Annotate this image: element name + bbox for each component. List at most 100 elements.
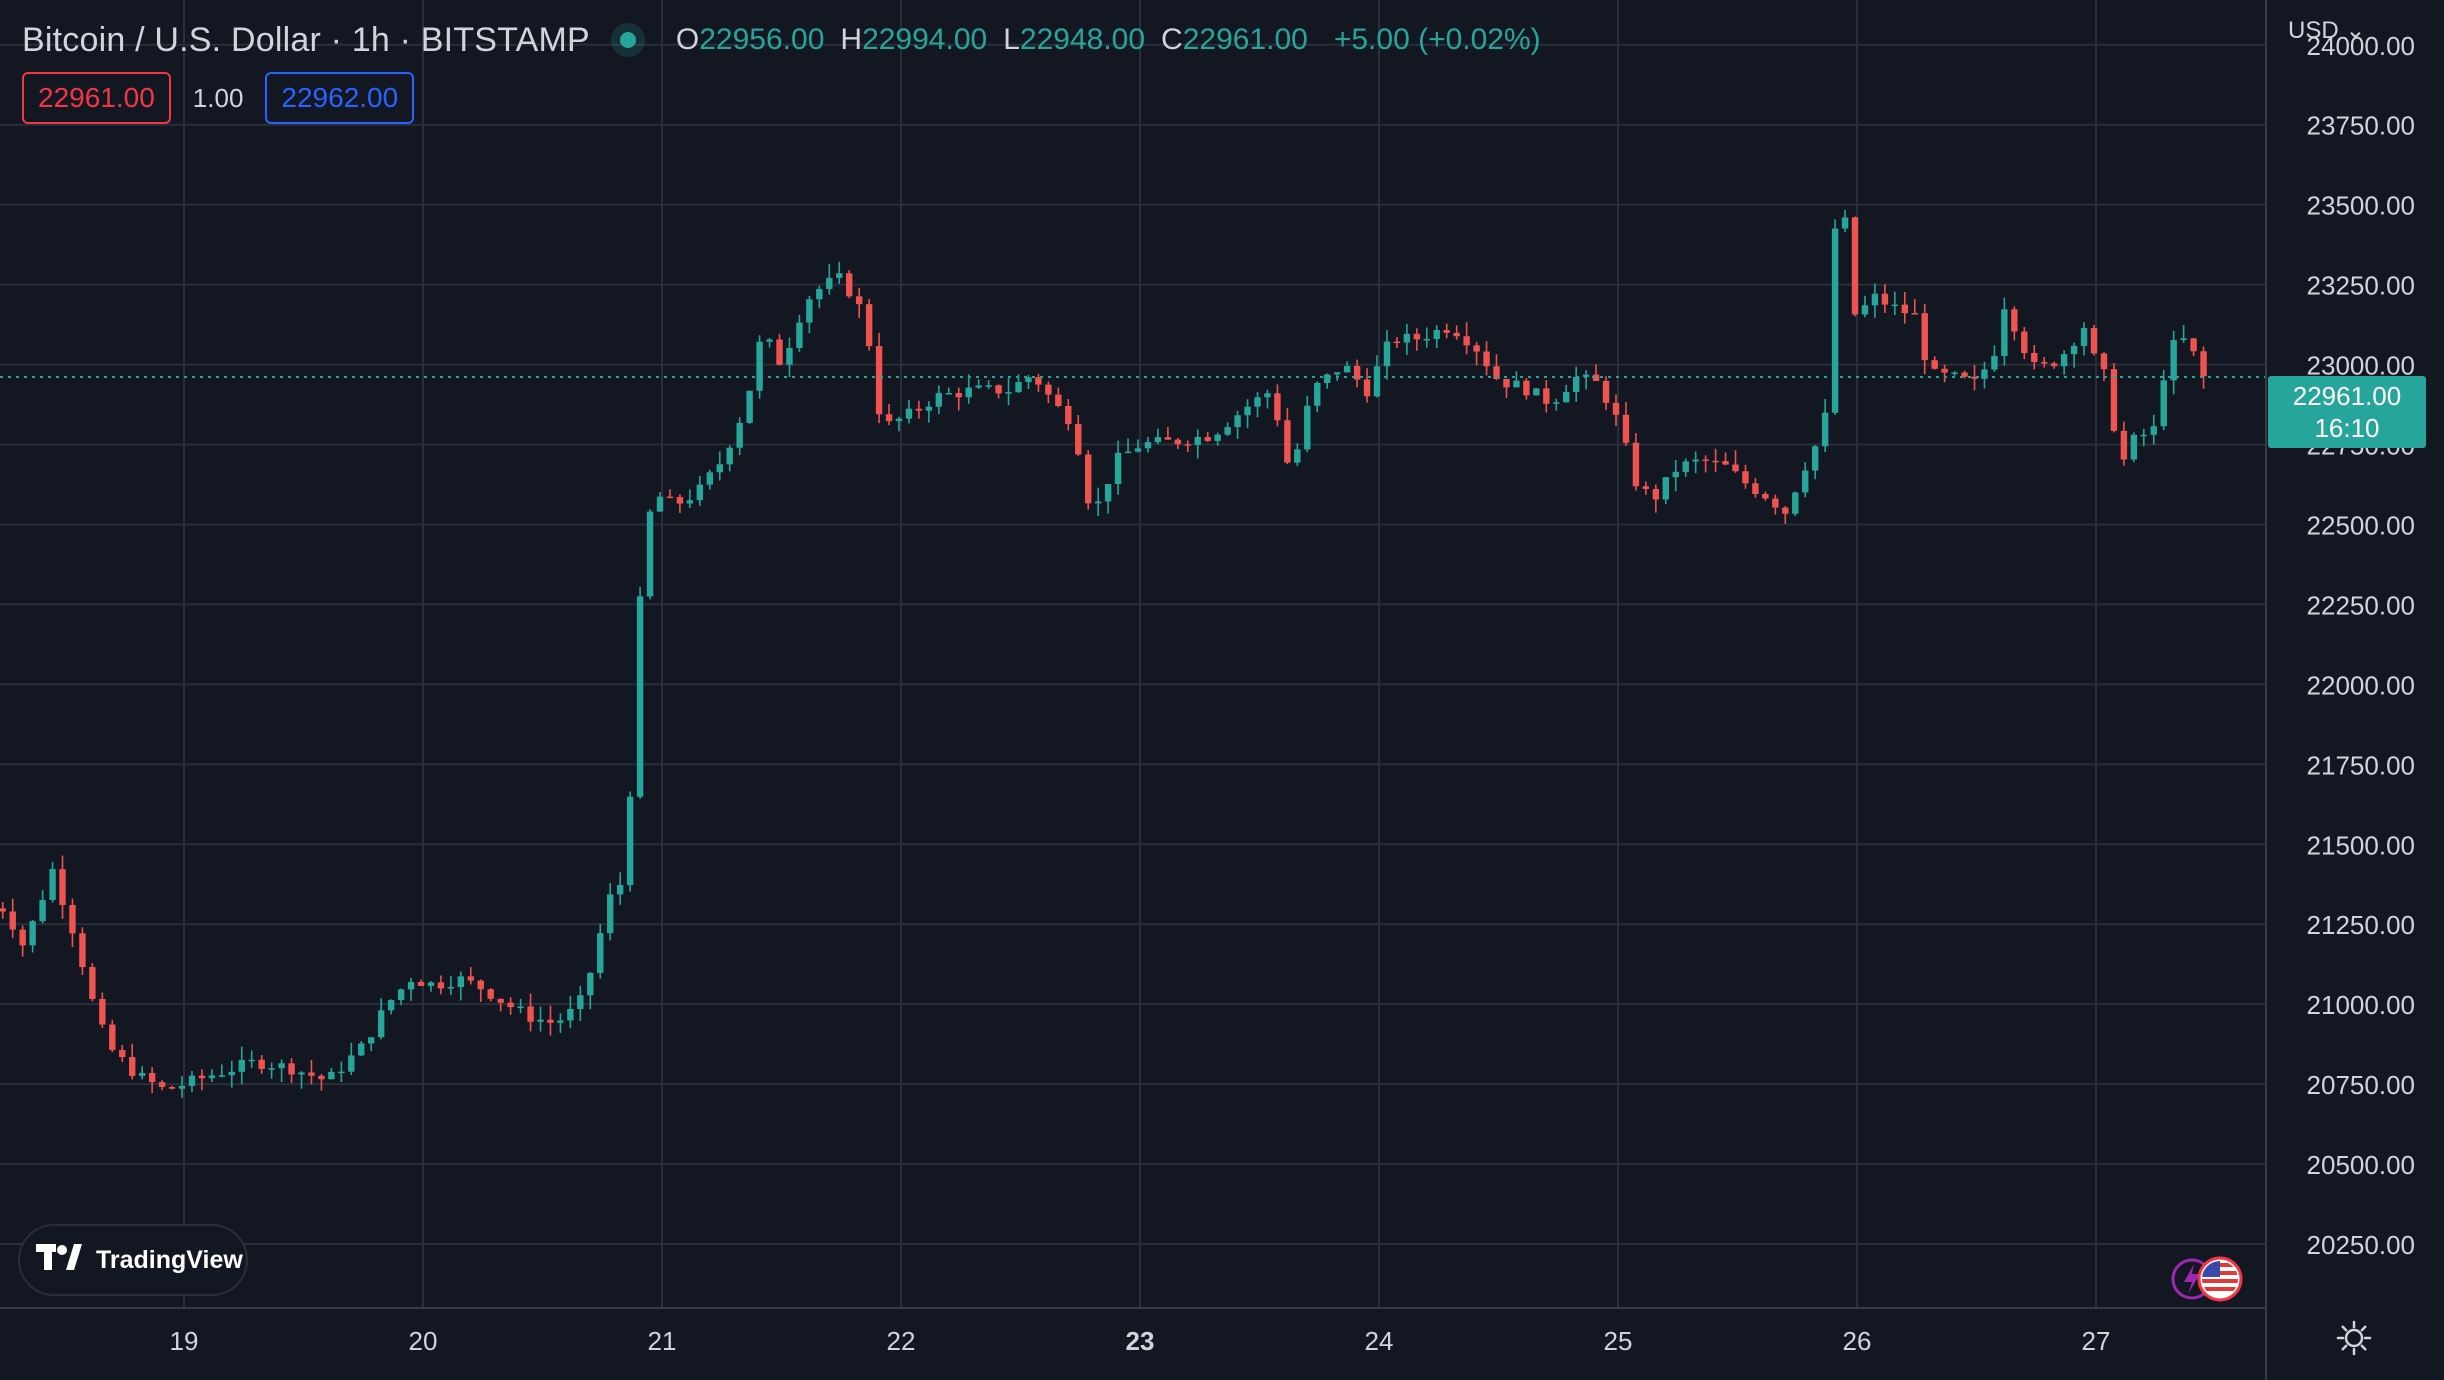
- candle-body: [1403, 333, 1411, 343]
- market-status-icon[interactable]: [619, 32, 636, 48]
- candle-body: [1901, 304, 1908, 314]
- candle-body: [2170, 340, 2177, 381]
- candle-body: [1533, 388, 1540, 396]
- candle-body: [2080, 328, 2088, 346]
- price-tick-label: 20500.00: [2307, 1150, 2415, 1180]
- candle-body: [1314, 382, 1321, 406]
- candle-body: [1184, 444, 1191, 446]
- candle-body: [1214, 434, 1221, 441]
- candle-body: [1941, 368, 1948, 373]
- buy-button[interactable]: 22962.00: [265, 72, 415, 124]
- candle-body: [656, 496, 664, 512]
- candle-body: [99, 998, 106, 1025]
- candle-body: [706, 472, 713, 485]
- price-tick-label: 22250.00: [2307, 590, 2415, 620]
- candle-body: [119, 1049, 126, 1058]
- candle-body: [1971, 376, 1978, 379]
- candle-body: [1921, 313, 1928, 361]
- candle-body: [1612, 402, 1620, 415]
- candle-body: [1582, 374, 1590, 377]
- candle-body: [1682, 461, 1689, 472]
- open-value: 22956.00: [699, 23, 825, 56]
- candle-body: [1144, 442, 1152, 449]
- ohlc-legend: O22956.00 H22994.00 L22948.00 C22961.00 …: [676, 23, 1541, 57]
- candle-body: [1373, 366, 1381, 397]
- candle-body: [158, 1082, 166, 1088]
- candle-body: [1652, 489, 1660, 500]
- candle-body: [328, 1071, 335, 1080]
- candle-body: [925, 406, 933, 411]
- quantity-value[interactable]: 1.00: [192, 82, 244, 113]
- candle-body: [1592, 374, 1600, 381]
- candle-body: [1065, 405, 1072, 424]
- candle-body: [736, 422, 743, 448]
- candle-body: [756, 341, 763, 391]
- candle-body: [308, 1072, 315, 1076]
- candle-body: [487, 989, 494, 999]
- last-price-value: 22961.00: [2292, 381, 2402, 411]
- us-flag-icon: [2197, 1256, 2243, 1302]
- candle-body: [1811, 446, 1819, 471]
- candle-body: [1692, 459, 1699, 462]
- change-value: +5.00 (+0.02%): [1333, 23, 1541, 56]
- candle-body: [9, 911, 16, 930]
- grid: [0, 0, 2266, 1308]
- candle-body: [178, 1085, 186, 1089]
- candle-body: [298, 1072, 305, 1075]
- tradingview-logo-text: TradingView: [96, 1245, 243, 1274]
- symbol-title[interactable]: Bitcoin / U.S. Dollar · 1h · BITSTAMP: [22, 20, 590, 59]
- candle-body: [686, 500, 694, 504]
- candle-body: [636, 596, 644, 797]
- tradingview-logo[interactable]: TradingView: [18, 1224, 248, 1296]
- candle-body: [1413, 333, 1421, 340]
- candle-body: [1732, 464, 1739, 472]
- candle-body: [1891, 304, 1899, 307]
- candle-body: [1981, 369, 1988, 379]
- candle-body: [517, 1006, 524, 1008]
- candle-body: [228, 1071, 235, 1076]
- open-label: O: [675, 23, 700, 56]
- candle-body: [368, 1037, 375, 1044]
- candle-body: [1005, 392, 1012, 394]
- candle-body: [59, 869, 66, 905]
- candle-body: [2011, 309, 2018, 332]
- candle-body: [1393, 341, 1401, 344]
- candle-body: [1383, 341, 1391, 367]
- candle-body: [1632, 442, 1640, 487]
- candle-body: [1433, 330, 1440, 339]
- candle-body: [786, 348, 793, 365]
- candle-body: [1124, 451, 1132, 454]
- close-label: C: [1161, 23, 1183, 56]
- time-tick-label: 24: [1365, 1326, 1394, 1356]
- price-axis: 24000.00 23750.00 23500.00 23250.00 23000.00…: [2307, 31, 2415, 1260]
- candle-body: [19, 929, 26, 946]
- candle-body: [1991, 355, 1998, 370]
- candle-body: [1224, 427, 1231, 435]
- candle-body: [437, 982, 445, 989]
- candle-body: [2190, 338, 2197, 352]
- candle-body: [1782, 507, 1789, 514]
- candle-body: [1264, 393, 1271, 398]
- settings-gear-icon[interactable]: [2336, 1320, 2372, 1356]
- candle-body: [1423, 338, 1430, 341]
- sell-button[interactable]: 22961.00: [22, 72, 171, 124]
- candle-body: [1772, 498, 1779, 508]
- candle-body: [1453, 332, 1460, 337]
- candle-body: [746, 390, 753, 423]
- candle-body: [1104, 483, 1112, 502]
- events-icons[interactable]: [2170, 1256, 2244, 1302]
- candle-body: [2180, 338, 2187, 341]
- candle-body: [477, 980, 484, 990]
- candle-body: [268, 1068, 275, 1070]
- candle-body: [776, 339, 783, 365]
- currency-dropdown[interactable]: USD ⌄: [2288, 17, 2366, 44]
- candle-body: [208, 1075, 216, 1079]
- candle-body: [895, 418, 903, 422]
- candle-body: [288, 1063, 295, 1075]
- candle-body: [1194, 437, 1201, 445]
- candle-body: [2130, 434, 2138, 460]
- candle-body: [1662, 477, 1669, 500]
- candle-body: [1513, 380, 1520, 388]
- price-tick-label: 23500.00: [2307, 191, 2415, 221]
